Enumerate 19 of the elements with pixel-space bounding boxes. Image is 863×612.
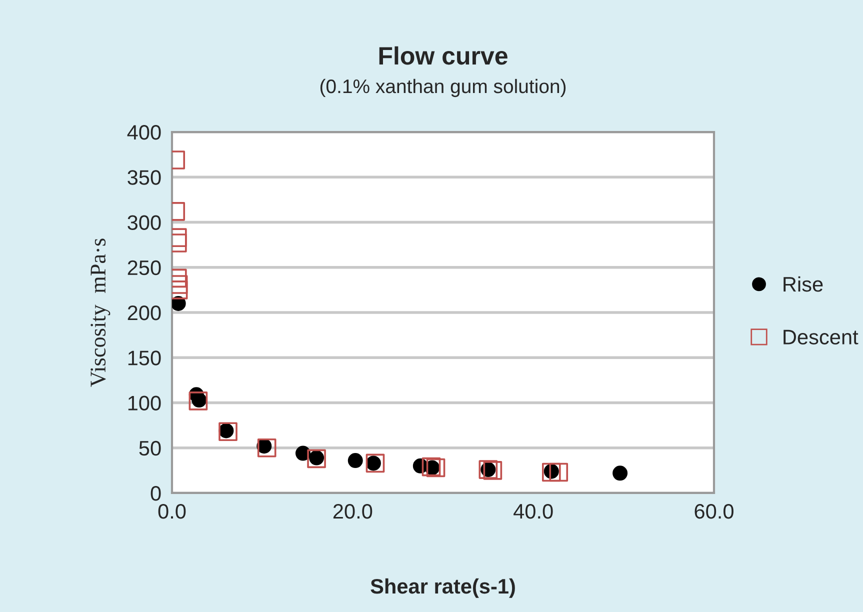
x-tick-label: 20.0 (333, 504, 372, 519)
x-tick-label: 40.0 (514, 504, 553, 519)
y-tick-label: 50 (139, 440, 161, 456)
legend-label: Rise (784, 276, 823, 292)
y-tick-label: 300 (128, 215, 161, 230)
x-axis-title: Shear rate(s-1) (370, 578, 515, 598)
y-tick-label: 0 (150, 486, 161, 501)
y-tick-label: 250 (128, 260, 161, 276)
legend-label: Descent (784, 330, 858, 344)
chart-title: Flow curve (379, 46, 508, 65)
y-tick-label: 150 (128, 350, 161, 366)
y-tick-label: 200 (128, 306, 161, 320)
y-tick-label: 350 (128, 170, 161, 185)
y-axis-title: Viscosity mPa·s (90, 238, 110, 387)
x-tick-label: 0.0 (158, 504, 186, 519)
chart-subtitle: (0.1% xanthan gum solution) (320, 78, 566, 98)
y-tick-label: 100 (128, 396, 161, 411)
x-tick-label: 60.0 (694, 504, 734, 519)
y-tick-label: 400 (127, 125, 161, 140)
